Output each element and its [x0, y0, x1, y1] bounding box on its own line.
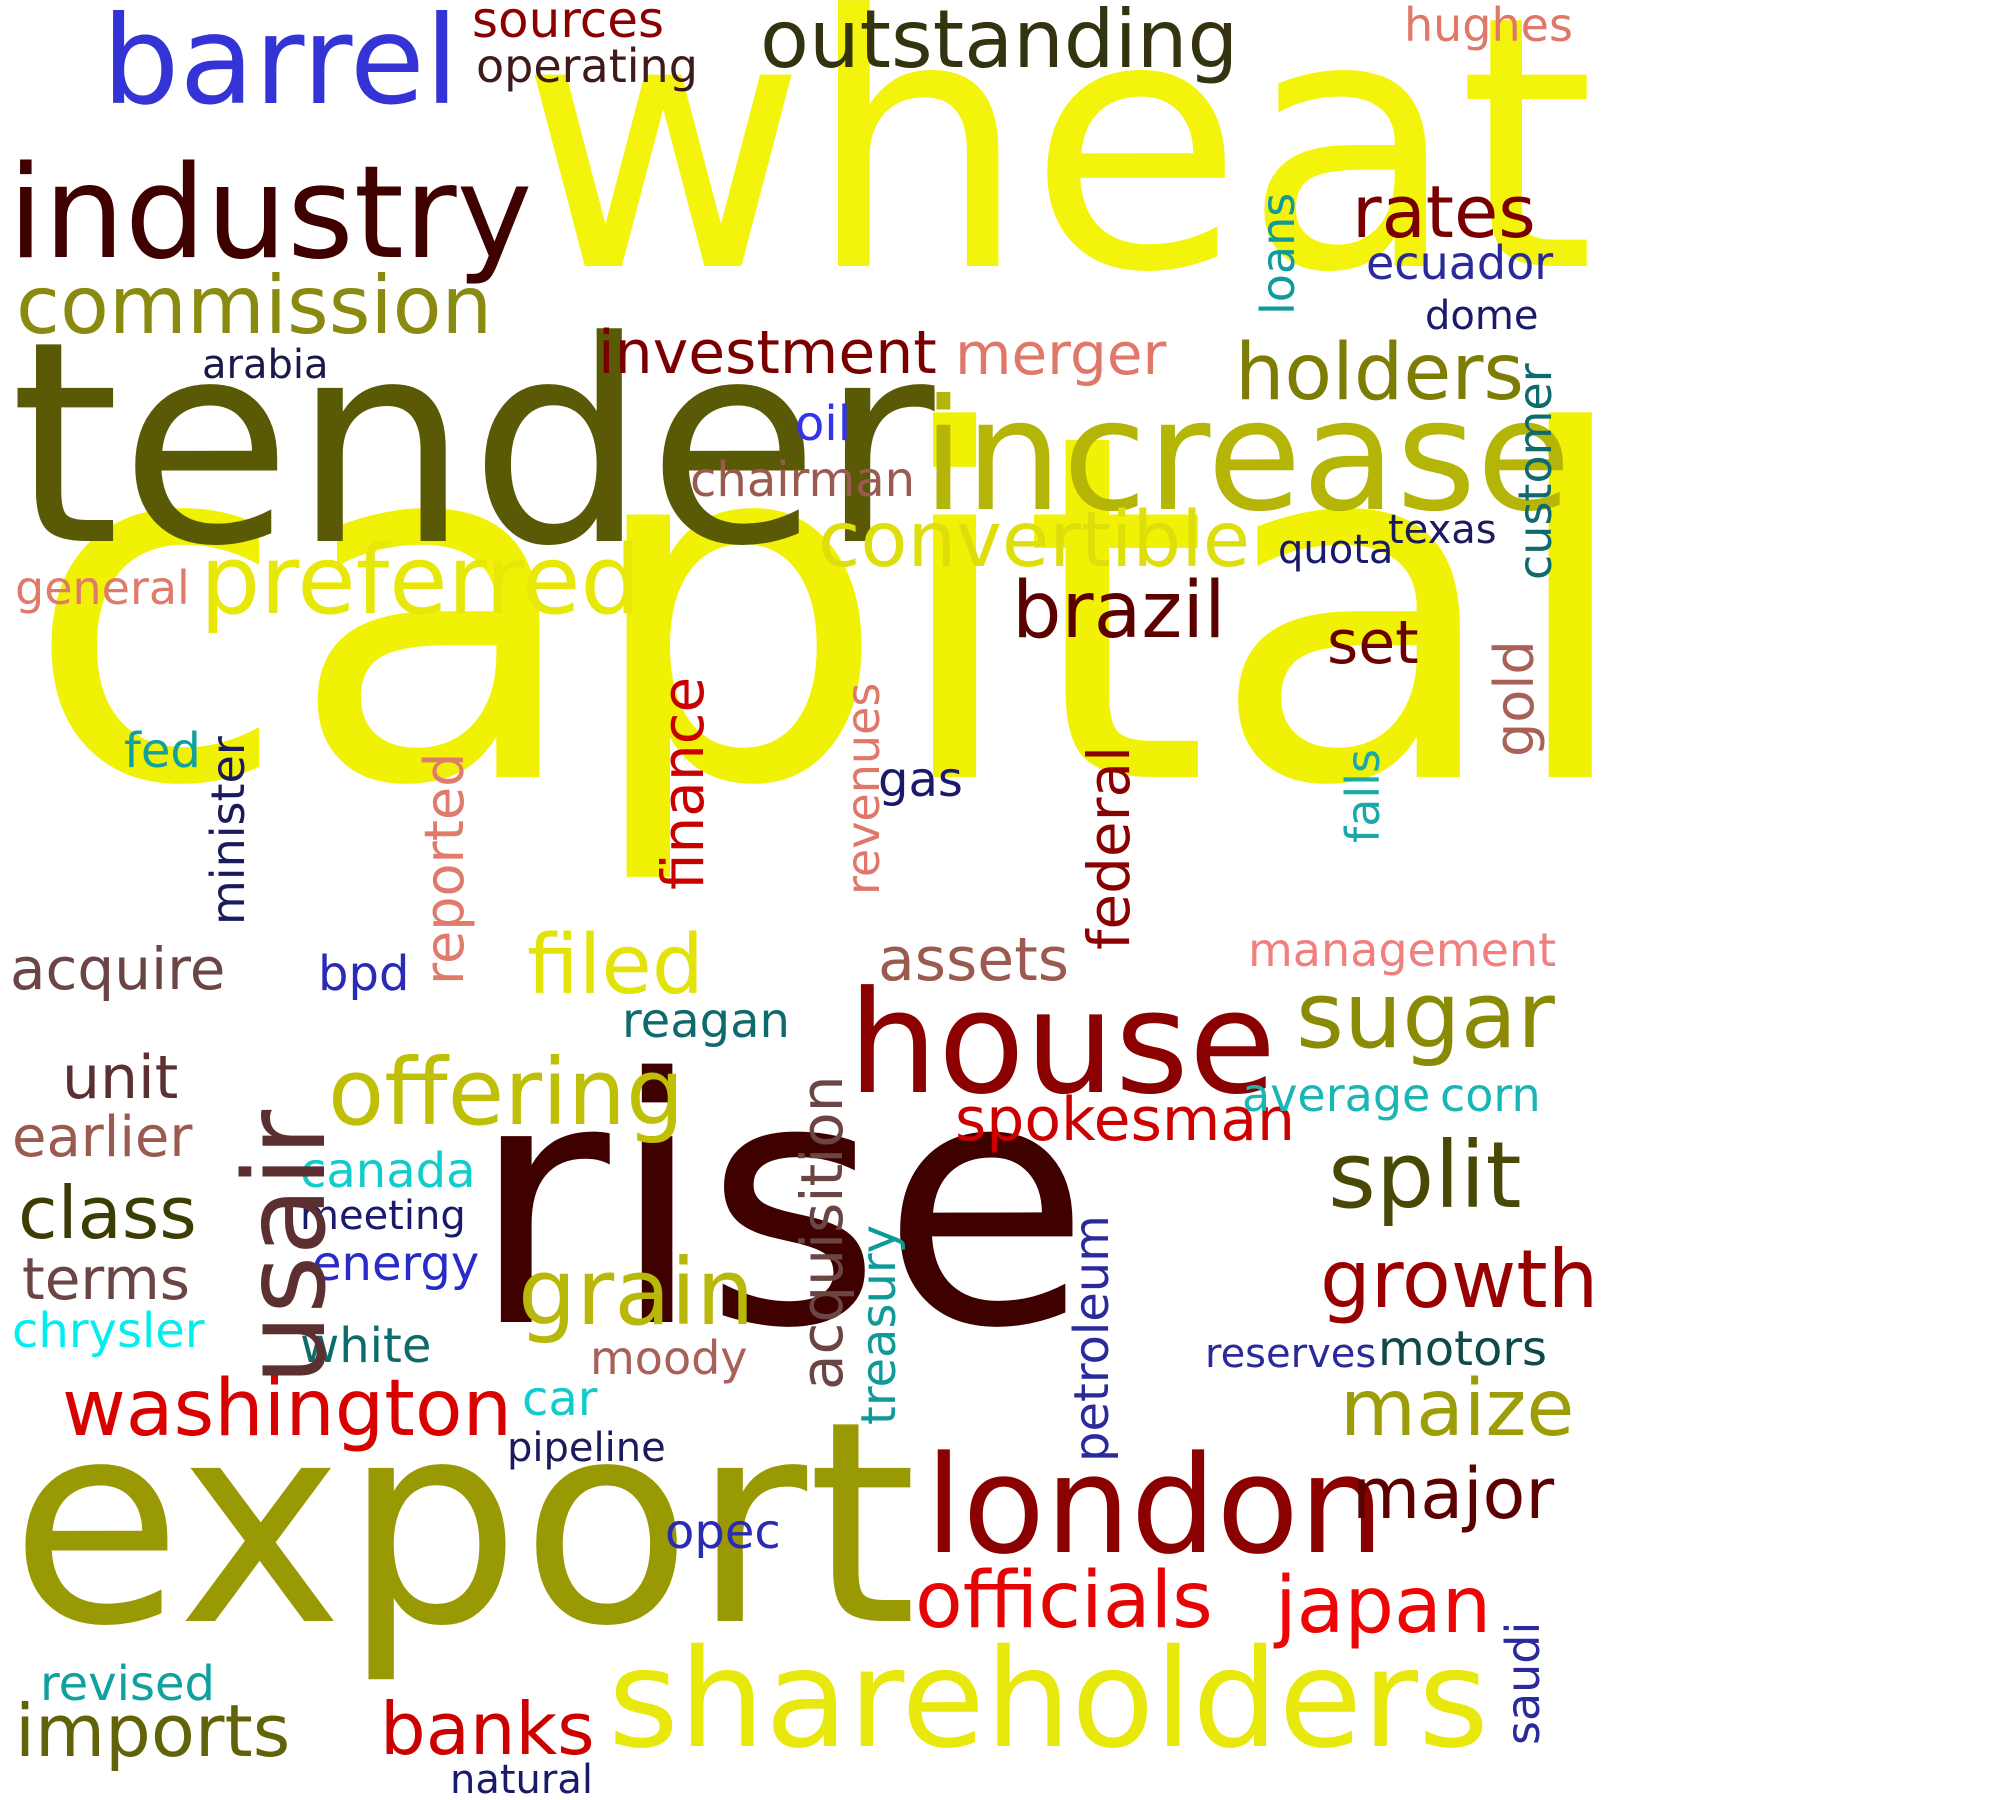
word-revised: revised	[40, 1660, 215, 1708]
word-ecuador: ecuador	[1366, 240, 1553, 286]
word-operating: operating	[476, 43, 698, 89]
word-minister: minister	[205, 736, 251, 925]
word-motors: motors	[1378, 1325, 1547, 1373]
word-reported: reported	[418, 753, 472, 985]
word-treasury: treasury	[855, 1225, 903, 1425]
word-acquisition: acquisition	[793, 1075, 851, 1390]
word-preferred: preferred	[200, 534, 641, 629]
word-customer: customer	[1512, 363, 1558, 580]
word-gold: gold	[1488, 640, 1542, 757]
word-loans: loans	[1255, 193, 1301, 315]
word-officials: officials	[915, 1562, 1213, 1640]
word-sugar: sugar	[1296, 970, 1555, 1062]
word-commission: commission	[16, 266, 492, 346]
word-texas: texas	[1388, 510, 1497, 550]
word-bpd: bpd	[318, 950, 409, 998]
word-banks: banks	[380, 1693, 595, 1765]
word-falls: falls	[1340, 749, 1386, 843]
word-japan: japan	[1275, 1567, 1491, 1645]
word-class: class	[18, 1177, 197, 1249]
word-opec: opec	[665, 1508, 781, 1556]
word-grain: grain	[518, 1247, 754, 1339]
word-arabia: arabia	[202, 345, 328, 385]
word-federal: federal	[1080, 746, 1138, 950]
word-natural: natural	[450, 1760, 593, 1800]
word-set: set	[1327, 613, 1419, 673]
word-usair: usair	[230, 1110, 342, 1385]
word-split: split	[1328, 1130, 1522, 1222]
word-revenues: revenues	[840, 683, 886, 895]
word-pipeline: pipeline	[507, 1428, 666, 1468]
word-dome: dome	[1425, 296, 1538, 336]
word-barrel: barrel	[102, 0, 459, 122]
word-reagan: reagan	[622, 997, 790, 1045]
word-saudi: saudi	[1500, 1622, 1546, 1745]
word-merger: merger	[955, 325, 1166, 383]
word-brazil: brazil	[1012, 572, 1226, 650]
word-acquire: acquire	[10, 940, 225, 998]
word-car: car	[522, 1375, 598, 1423]
word-fed: fed	[124, 727, 201, 775]
word-outstanding: outstanding	[760, 0, 1238, 80]
word-unit: unit	[62, 1048, 178, 1108]
word-finance: finance	[654, 677, 712, 890]
word-chairman: chairman	[690, 456, 915, 504]
word-maize: maize	[1340, 1370, 1574, 1448]
word-holders: holders	[1235, 334, 1524, 412]
word-shareholders: shareholders	[608, 1632, 1489, 1768]
word-quota: quota	[1278, 530, 1393, 570]
word-hughes: hughes	[1404, 2, 1573, 48]
word-average: average	[1242, 1072, 1430, 1118]
word-terms: terms	[22, 1250, 190, 1308]
word-management: management	[1248, 927, 1556, 973]
word-petroleum: petroleum	[1068, 1215, 1116, 1462]
word-chrysler: chrysler	[12, 1307, 205, 1355]
word-corn: corn	[1440, 1072, 1541, 1118]
word-investment: investment	[598, 323, 937, 383]
word-earlier: earlier	[12, 1110, 192, 1166]
word-offering: offering	[328, 1047, 684, 1139]
word-gas: gas	[878, 756, 963, 804]
word-london: london	[925, 1438, 1385, 1573]
word-reserves: reserves	[1205, 1334, 1376, 1374]
word-oil: oil	[795, 400, 851, 448]
word-assets: assets	[878, 930, 1069, 990]
word-major: major	[1352, 1459, 1554, 1529]
word-general: general	[15, 565, 190, 611]
word-moody: moody	[590, 1335, 748, 1381]
word-growth: growth	[1320, 1240, 1598, 1320]
